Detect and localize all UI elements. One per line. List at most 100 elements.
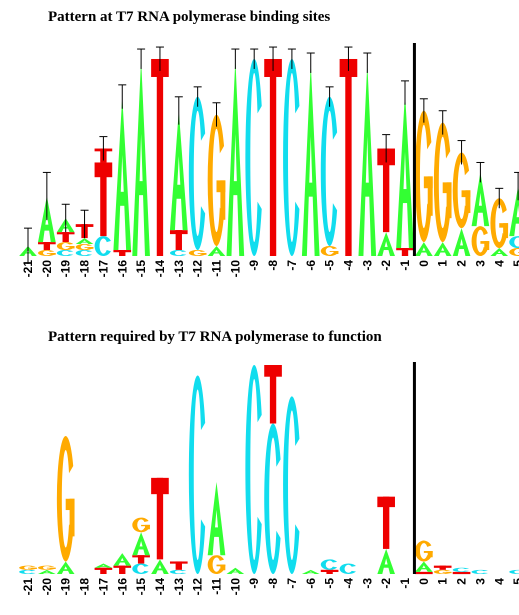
logo-column--3 xyxy=(358,52,377,256)
logo-column--7 xyxy=(283,396,300,574)
position-label: -16 xyxy=(115,260,129,278)
logo-letter-T xyxy=(433,565,452,570)
logo-letter-A xyxy=(471,172,490,227)
logo-letter-T xyxy=(113,565,132,574)
logo-letter-G xyxy=(415,110,433,243)
logo-column-1 xyxy=(433,110,452,256)
position-label: -10 xyxy=(228,578,242,596)
position-label: -17 xyxy=(96,260,110,278)
logo-column--19 xyxy=(56,203,75,256)
logo-letter-G xyxy=(56,242,75,251)
logo-column-4 xyxy=(490,187,509,256)
logo-letter-A xyxy=(207,246,226,256)
position-label: -1 xyxy=(398,578,412,589)
position-label: -5 xyxy=(323,578,337,589)
position-label: 3 xyxy=(473,578,487,585)
logo-letter-A xyxy=(415,561,433,572)
logo-letter-G xyxy=(207,114,226,247)
logo-column--4 xyxy=(339,563,356,574)
logo-letter-T xyxy=(396,248,414,256)
logo-column--9 xyxy=(245,48,262,256)
position-label: -18 xyxy=(78,260,92,278)
logo-letter-T xyxy=(56,232,75,243)
error-bar xyxy=(99,136,108,161)
logo-letter-G xyxy=(56,436,75,562)
logo-letter-C xyxy=(56,250,74,256)
logo-column--17 xyxy=(94,563,113,574)
position-label: -6 xyxy=(304,260,318,271)
logo-letter-C xyxy=(283,58,300,256)
error-bar xyxy=(495,187,504,209)
logo-letter-T xyxy=(452,571,471,575)
logo-letter-G xyxy=(19,565,37,570)
logo-letter-A xyxy=(226,567,245,574)
logo-letter-A xyxy=(377,548,395,574)
logo-letter-A xyxy=(56,561,75,574)
position-label: -3 xyxy=(360,260,374,271)
position-label: -1 xyxy=(398,260,412,271)
logo-column--18 xyxy=(75,209,94,256)
logo-letter-C xyxy=(245,58,262,256)
logo-letter-T xyxy=(264,58,282,256)
error-bar xyxy=(382,134,391,163)
transcription-start-divider xyxy=(412,362,416,574)
logo-letter-A xyxy=(433,242,452,256)
logo-column--17 xyxy=(94,136,113,257)
logo-letter-C xyxy=(264,423,281,574)
position-label: -2 xyxy=(379,260,393,271)
position-label: -21 xyxy=(21,260,35,278)
logo-column-5 xyxy=(509,569,519,574)
position-label: 5 xyxy=(511,578,519,585)
logo-letter-G xyxy=(132,517,150,533)
error-bar xyxy=(24,227,32,264)
logo-column--11 xyxy=(207,482,226,574)
logo-column--12 xyxy=(188,86,207,256)
position-label: -16 xyxy=(115,578,129,596)
position-label: -20 xyxy=(40,260,54,278)
logo-column--21 xyxy=(19,565,37,574)
error-bar xyxy=(306,52,315,73)
logo-column--5 xyxy=(320,86,339,257)
logo-column--8 xyxy=(264,365,282,574)
logo-column--21 xyxy=(19,227,37,264)
logo-column-0 xyxy=(415,540,433,575)
logo-letter-G xyxy=(433,569,452,574)
logo-letter-T xyxy=(320,569,339,574)
logo-letter-T xyxy=(264,365,282,424)
error-bar xyxy=(137,48,146,69)
logo-column-5 xyxy=(509,171,519,256)
position-label: -19 xyxy=(59,578,73,596)
top-sequence-logo: -21 -20 -19 -18 -17 -16 -15 -14 -13 -12 -11 -10 -9 -8… xyxy=(19,43,519,277)
logo-letter-T xyxy=(169,561,188,570)
logo-letter-C xyxy=(452,567,470,572)
bottom-sequence-logo: -21 -20 -19 -18 -17 -16 -15 -14 -13 -12 -11 -10 -9 -8… xyxy=(19,362,519,595)
position-label: -13 xyxy=(172,578,186,596)
logo-letter-G xyxy=(188,250,207,256)
position-label: -9 xyxy=(247,578,261,589)
logo-letter-C xyxy=(320,96,338,247)
error-bar xyxy=(250,48,259,69)
logo-column--6 xyxy=(301,52,320,256)
logo-letter-A xyxy=(509,186,519,237)
logo-letter-C xyxy=(471,569,488,574)
position-label: -19 xyxy=(59,260,73,278)
logo-column-2 xyxy=(452,140,471,256)
logo-letter-C xyxy=(75,250,93,256)
logo-letter-A xyxy=(301,569,320,574)
position-label: -11 xyxy=(210,578,224,595)
position-label: 3 xyxy=(473,260,487,267)
position-label: 0 xyxy=(417,260,431,267)
position-label: 5 xyxy=(511,260,519,267)
position-label: -13 xyxy=(172,260,186,278)
logo-letter-T xyxy=(151,58,169,256)
error-bar xyxy=(438,110,447,135)
error-bar xyxy=(231,48,240,69)
logo-letter-A xyxy=(396,92,414,249)
error-bar xyxy=(61,203,70,233)
logo-letter-A xyxy=(377,232,395,256)
error-bar xyxy=(419,98,428,123)
error-bar xyxy=(476,161,485,183)
logo-letter-T xyxy=(38,242,56,251)
logo-letter-C xyxy=(132,563,149,574)
